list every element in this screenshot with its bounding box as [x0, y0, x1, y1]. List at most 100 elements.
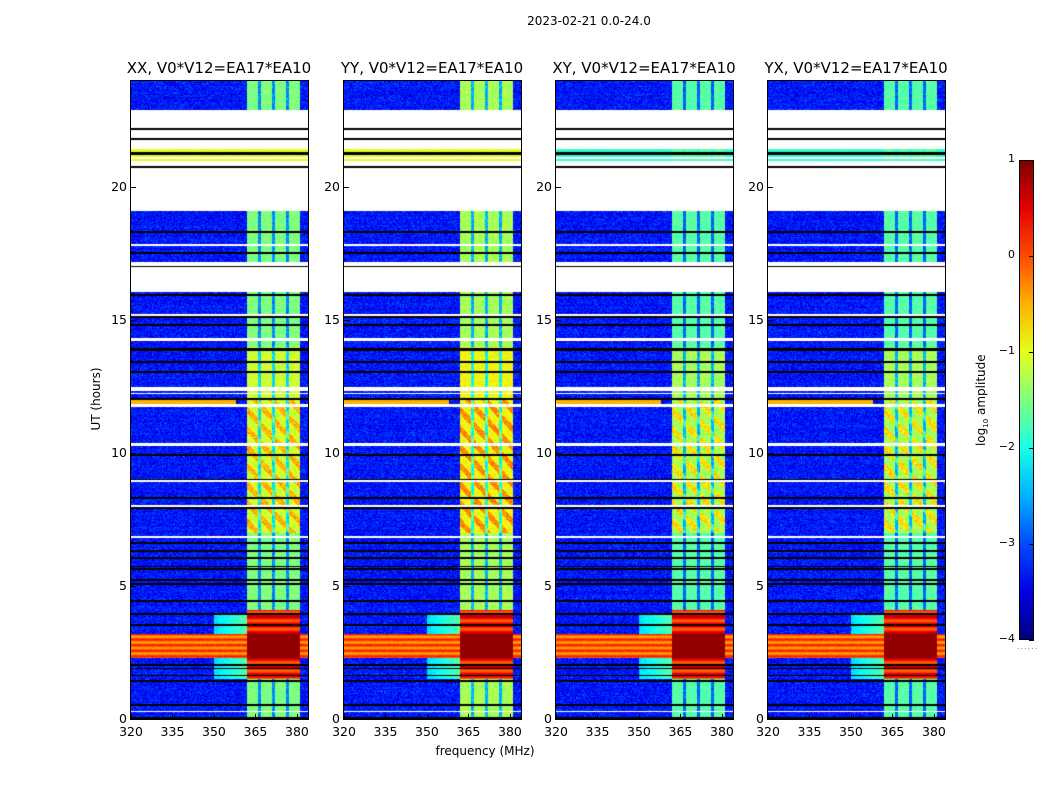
y-tick [768, 453, 773, 455]
x-tick [509, 714, 511, 719]
x-tick-label: 350 [839, 724, 863, 739]
y-tick [131, 719, 136, 720]
y-tick-label: 10 [536, 445, 552, 461]
y-tick [556, 719, 561, 720]
y-tick [768, 586, 773, 588]
y-tick-label: 5 [756, 578, 764, 594]
colorbar-tick [1029, 640, 1034, 641]
heatmap-image [556, 81, 733, 719]
x-tick-label: 320 [544, 724, 568, 739]
y-tick-label: 15 [748, 312, 764, 328]
x-tick-label: 335 [373, 724, 398, 739]
y-tick [556, 586, 561, 588]
y-tick [131, 187, 136, 189]
x-tick [344, 714, 345, 719]
x-tick [721, 714, 723, 719]
heatmap-image [344, 81, 521, 719]
y-tick [768, 719, 773, 720]
colorbar-tick-label: −1 [998, 344, 1015, 357]
axes-frame [130, 80, 309, 720]
y-tick-label: 0 [756, 711, 764, 726]
x-tick-label: 350 [202, 724, 226, 739]
y-tick-label: 5 [119, 578, 127, 594]
x-tick [172, 714, 174, 719]
x-tick [131, 714, 132, 719]
x-tick [213, 714, 215, 719]
heatmap-panel-yy [343, 80, 522, 720]
colorbar-tick-label: −2 [998, 440, 1015, 453]
heatmap-panel-xx [130, 80, 309, 720]
x-tick [638, 714, 640, 719]
y-tick [344, 453, 349, 455]
y-tick-label: 20 [536, 179, 552, 195]
x-tick-label: 380 [922, 724, 946, 739]
y-tick-label: 5 [332, 578, 340, 594]
colorbar-tick-label: −4 [998, 632, 1015, 645]
y-tick [344, 586, 349, 588]
heatmap-image [768, 81, 945, 719]
colorbar-tick [1029, 256, 1034, 257]
x-tick [296, 714, 298, 719]
colorbar-tick [1029, 160, 1034, 161]
y-tick [768, 320, 773, 322]
y-tick-label: 15 [111, 312, 127, 328]
y-tick-label: 20 [748, 179, 764, 195]
x-tick-label: 365 [880, 724, 905, 739]
x-tick [892, 714, 894, 719]
heatmap-panel-yx [767, 80, 946, 720]
axes-frame [767, 80, 946, 720]
y-tick [556, 453, 561, 455]
y-tick-label: 15 [324, 312, 340, 328]
x-tick-label: 335 [585, 724, 610, 739]
y-tick-label: 10 [111, 445, 127, 461]
y-tick-label: 0 [332, 711, 340, 726]
colorbar-tick [1029, 352, 1034, 353]
x-tick [850, 714, 852, 719]
colorbar-tick [1029, 448, 1034, 449]
panel-title: XX, V0*V12=EA17*EA10 [126, 59, 312, 77]
colorbar-label: log10 amplitude [973, 354, 991, 447]
heatmap-panel-xy [555, 80, 734, 720]
x-tick-label: 380 [710, 724, 734, 739]
y-tick [344, 320, 349, 322]
x-tick-label: 335 [797, 724, 822, 739]
x-tick [385, 714, 387, 719]
x-tick-label: 380 [285, 724, 309, 739]
y-tick-label: 10 [748, 445, 764, 461]
x-tick-label: 320 [332, 724, 356, 739]
y-tick [556, 187, 561, 189]
y-tick [768, 187, 773, 189]
y-tick [131, 320, 136, 322]
colorbar-tick-label: 0 [1008, 248, 1015, 261]
x-axis-label: frequency (MHz) [435, 744, 535, 758]
x-tick [556, 714, 557, 719]
x-tick-label: 350 [415, 724, 439, 739]
y-tick [344, 719, 349, 720]
x-tick [426, 714, 428, 719]
x-tick-label: 320 [119, 724, 143, 739]
y-tick-label: 20 [324, 179, 340, 195]
y-tick [344, 187, 349, 189]
colorbar-footer: ...... [1017, 642, 1039, 651]
colorbar [1019, 160, 1034, 640]
x-tick-label: 380 [498, 724, 522, 739]
x-tick [597, 714, 599, 719]
x-tick-label: 365 [668, 724, 693, 739]
panel-title: YX, V0*V12=EA17*EA10 [764, 59, 948, 77]
panel-title: XY, V0*V12=EA17*EA10 [552, 59, 736, 77]
x-tick-label: 335 [160, 724, 185, 739]
y-tick-label: 10 [324, 445, 340, 461]
axes-frame [343, 80, 522, 720]
y-axis-label: UT (hours) [89, 367, 103, 431]
y-tick-label: 0 [544, 711, 552, 726]
x-tick-label: 350 [627, 724, 651, 739]
y-tick [131, 453, 136, 455]
x-tick [768, 714, 769, 719]
heatmap-image [131, 81, 308, 719]
y-tick-label: 20 [111, 179, 127, 195]
panel-title: YY, V0*V12=EA17*EA10 [340, 59, 524, 77]
x-tick [680, 714, 682, 719]
axes-frame [555, 80, 734, 720]
x-tick [255, 714, 257, 719]
